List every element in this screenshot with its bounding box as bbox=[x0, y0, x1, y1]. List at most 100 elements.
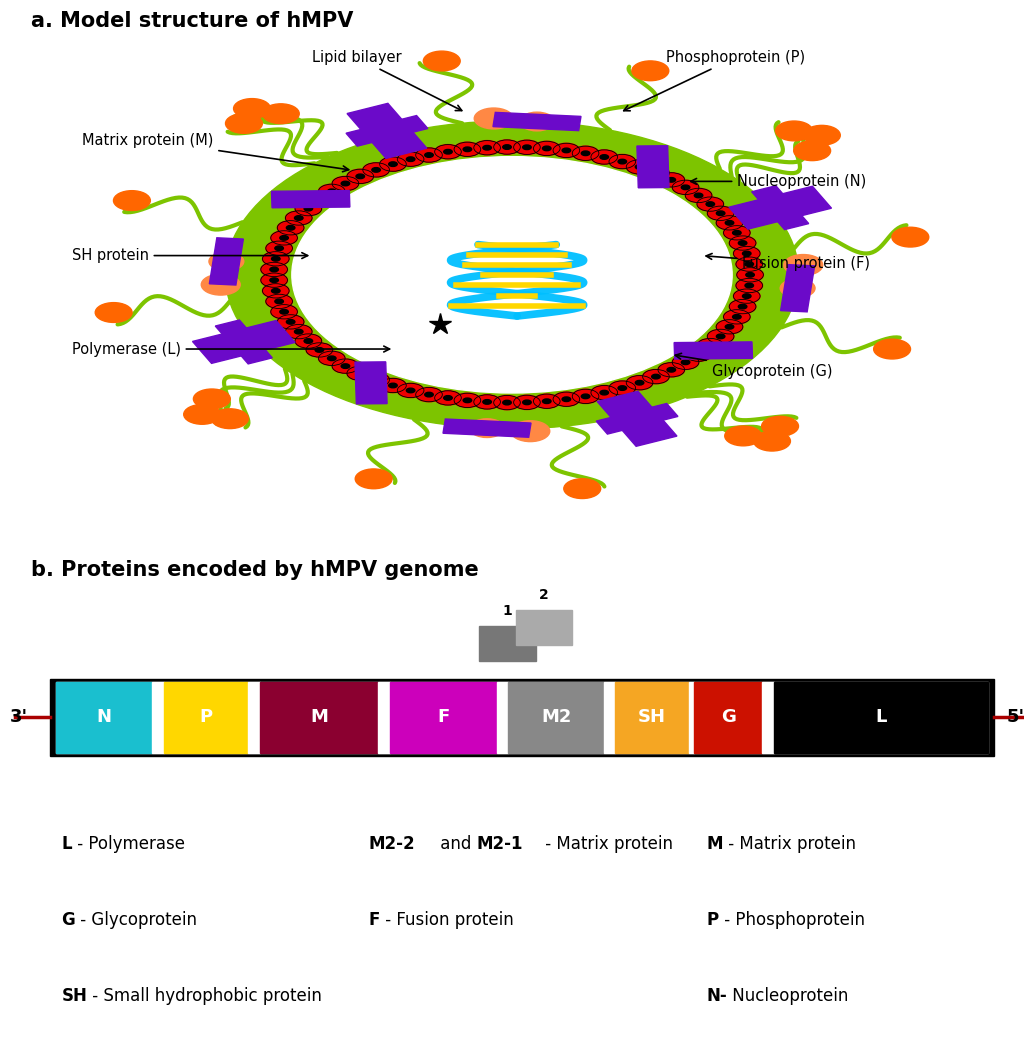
Circle shape bbox=[315, 348, 324, 352]
Text: Nucleoprotein: Nucleoprotein bbox=[727, 987, 849, 1005]
Circle shape bbox=[295, 216, 303, 220]
Circle shape bbox=[503, 401, 511, 405]
Text: SH protein: SH protein bbox=[72, 248, 307, 263]
Circle shape bbox=[635, 165, 644, 169]
Circle shape bbox=[522, 145, 531, 150]
Circle shape bbox=[543, 146, 551, 151]
Text: 3': 3' bbox=[9, 708, 28, 726]
Circle shape bbox=[474, 108, 513, 129]
Circle shape bbox=[233, 98, 270, 118]
Circle shape bbox=[389, 162, 397, 166]
Polygon shape bbox=[752, 186, 809, 229]
Text: 2: 2 bbox=[540, 588, 549, 602]
Text: - Small hydrophobic protein: - Small hydrophobic protein bbox=[87, 987, 323, 1005]
Circle shape bbox=[600, 390, 608, 395]
Circle shape bbox=[212, 409, 249, 428]
Circle shape bbox=[397, 152, 424, 166]
Circle shape bbox=[651, 374, 660, 378]
Circle shape bbox=[341, 181, 349, 186]
Circle shape bbox=[209, 252, 244, 271]
Text: M: M bbox=[707, 835, 723, 853]
Bar bbox=[689, 682, 694, 753]
Circle shape bbox=[632, 61, 669, 80]
Circle shape bbox=[483, 146, 492, 150]
Text: 1: 1 bbox=[503, 605, 512, 618]
Circle shape bbox=[564, 479, 601, 499]
Bar bbox=[516, 610, 572, 645]
Circle shape bbox=[804, 126, 841, 145]
Circle shape bbox=[454, 142, 480, 156]
Circle shape bbox=[443, 395, 453, 401]
Text: L: L bbox=[876, 708, 887, 726]
Bar bbox=[694, 682, 762, 753]
Circle shape bbox=[280, 310, 289, 314]
Text: M2-1: M2-1 bbox=[476, 835, 522, 853]
Circle shape bbox=[278, 315, 304, 329]
Circle shape bbox=[618, 160, 627, 164]
Circle shape bbox=[725, 324, 734, 329]
Circle shape bbox=[736, 278, 763, 293]
Circle shape bbox=[717, 334, 725, 338]
Circle shape bbox=[318, 351, 345, 366]
Circle shape bbox=[304, 338, 312, 344]
Bar bbox=[389, 682, 497, 753]
Circle shape bbox=[202, 274, 241, 295]
Circle shape bbox=[783, 255, 822, 276]
Circle shape bbox=[332, 177, 358, 190]
Circle shape bbox=[356, 371, 365, 375]
Circle shape bbox=[780, 279, 815, 298]
Text: P: P bbox=[200, 708, 213, 726]
Text: N-: N- bbox=[707, 987, 727, 1005]
Text: F: F bbox=[437, 708, 450, 726]
Bar bbox=[164, 682, 249, 753]
Circle shape bbox=[738, 241, 746, 245]
Circle shape bbox=[708, 206, 734, 221]
Circle shape bbox=[732, 315, 741, 319]
Bar bbox=[604, 682, 615, 753]
Polygon shape bbox=[347, 104, 427, 159]
Circle shape bbox=[562, 148, 570, 152]
Text: Fusion protein (F): Fusion protein (F) bbox=[707, 254, 870, 272]
Text: F: F bbox=[369, 911, 380, 929]
Circle shape bbox=[362, 373, 389, 387]
Circle shape bbox=[745, 262, 754, 266]
Circle shape bbox=[685, 188, 712, 203]
Text: - Matrix protein: - Matrix protein bbox=[723, 835, 856, 853]
Text: - Phosphoprotein: - Phosphoprotein bbox=[719, 911, 864, 929]
Circle shape bbox=[742, 294, 751, 298]
Circle shape bbox=[572, 389, 599, 404]
Circle shape bbox=[286, 210, 312, 225]
Circle shape bbox=[658, 363, 685, 377]
Circle shape bbox=[534, 142, 560, 155]
Circle shape bbox=[416, 388, 442, 402]
Circle shape bbox=[315, 198, 324, 202]
Circle shape bbox=[494, 140, 520, 154]
Circle shape bbox=[591, 150, 617, 164]
Circle shape bbox=[262, 283, 289, 298]
Circle shape bbox=[514, 141, 541, 154]
Circle shape bbox=[274, 299, 284, 303]
Circle shape bbox=[286, 324, 312, 339]
Circle shape bbox=[742, 252, 751, 256]
Circle shape bbox=[225, 113, 262, 133]
Polygon shape bbox=[493, 112, 581, 131]
Circle shape bbox=[416, 148, 442, 162]
Text: M: M bbox=[310, 708, 328, 726]
Circle shape bbox=[522, 400, 531, 405]
Circle shape bbox=[287, 319, 295, 324]
Bar bbox=[56, 682, 988, 753]
Circle shape bbox=[261, 273, 288, 288]
Circle shape bbox=[304, 206, 312, 211]
Polygon shape bbox=[209, 238, 244, 285]
Circle shape bbox=[407, 388, 415, 393]
Circle shape bbox=[717, 211, 725, 216]
Circle shape bbox=[372, 168, 380, 172]
Text: N: N bbox=[97, 708, 112, 726]
Circle shape bbox=[694, 193, 702, 198]
Polygon shape bbox=[355, 361, 387, 404]
Text: - Glycoprotein: - Glycoprotein bbox=[75, 911, 198, 929]
Circle shape bbox=[278, 221, 304, 235]
Circle shape bbox=[397, 384, 424, 397]
Circle shape bbox=[295, 330, 303, 334]
Circle shape bbox=[667, 368, 676, 372]
